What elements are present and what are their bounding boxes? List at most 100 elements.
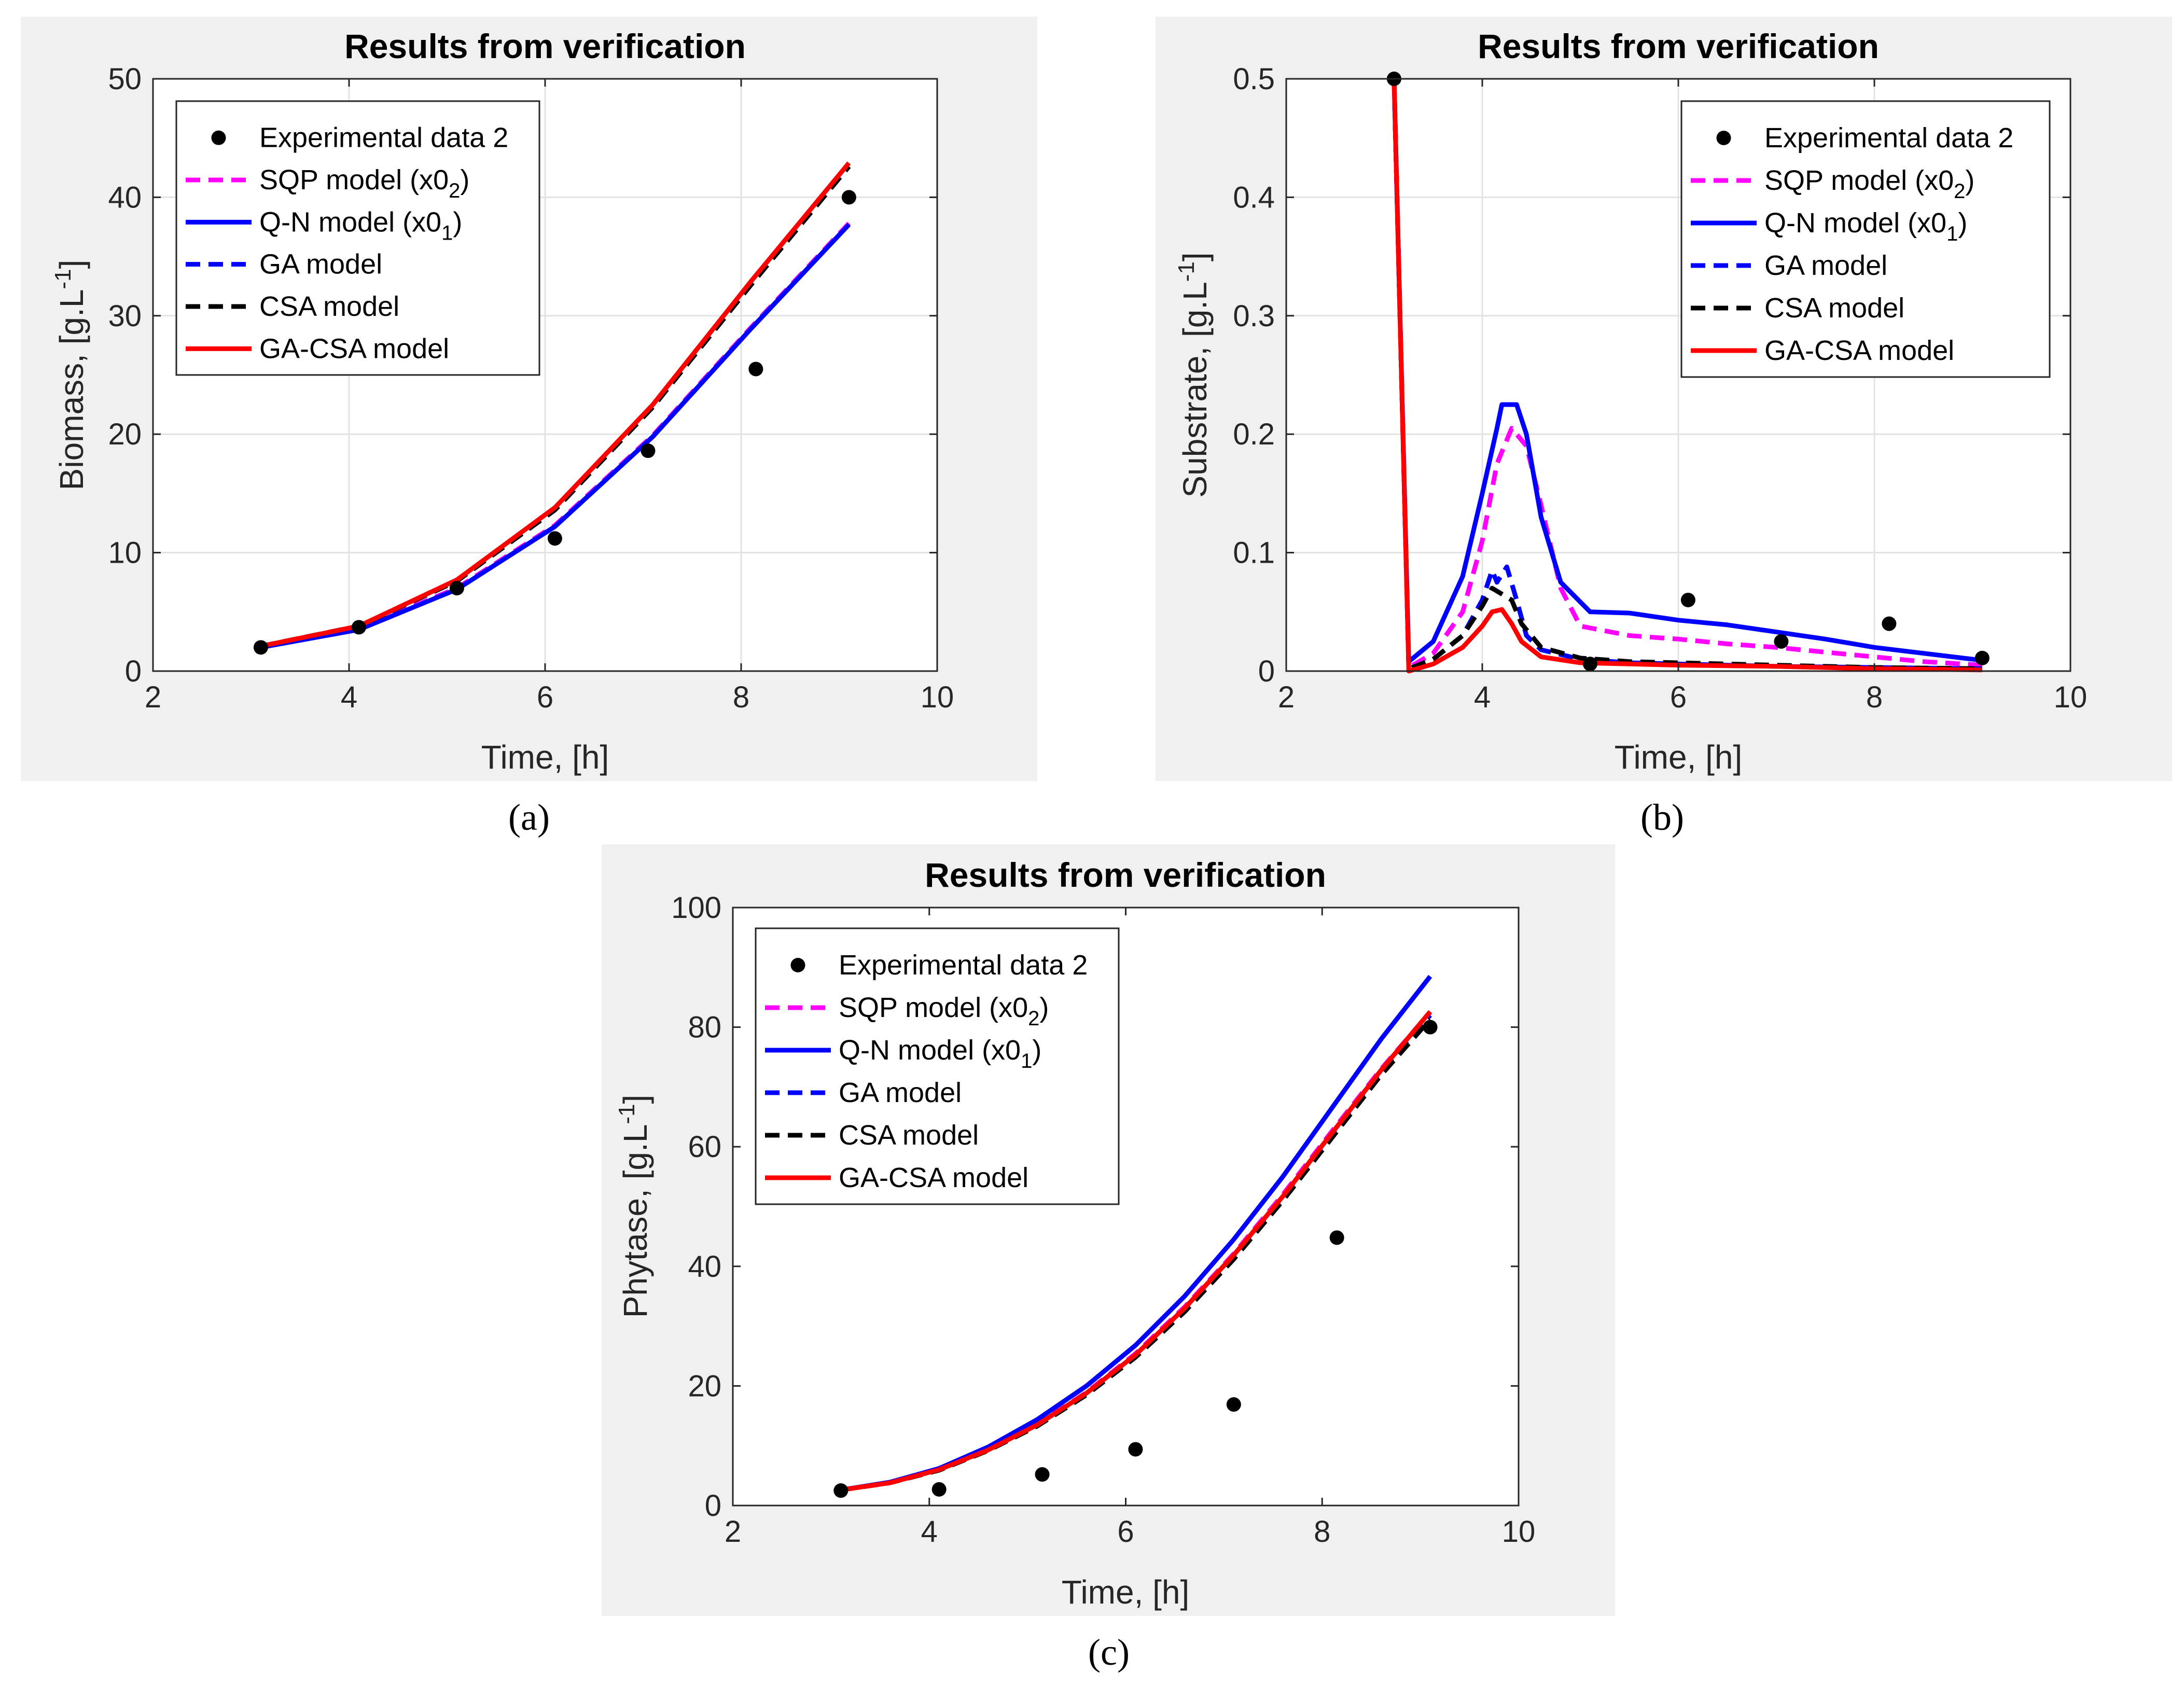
panel-c-y-tick-label: 20 (688, 1369, 721, 1403)
panel-a-data-point (748, 361, 763, 377)
panel-a-x-tick-label: 2 (145, 680, 161, 714)
panel-a-data-point (641, 443, 656, 458)
panel-a-legend-label: GA-CSA model (259, 333, 449, 364)
panel-c-legend-label: CSA model (839, 1120, 979, 1151)
panel-b-legend-label: GA model (1764, 250, 1887, 281)
panel-b-y-tick-label: 0 (1258, 654, 1275, 688)
panel-c-data-point (931, 1482, 947, 1497)
panel-c-data-point (1423, 1020, 1438, 1035)
panel-c-y-tick-label: 60 (688, 1130, 721, 1164)
panel-b-data-point (1582, 657, 1597, 672)
panel-b-y-axis-label-close: ] (1176, 252, 1214, 261)
panel-a-legend-label: GA model (259, 249, 382, 280)
panel-c-data-point (1329, 1230, 1344, 1245)
panel-b-y-tick-label: 0.3 (1233, 299, 1275, 333)
panel-a-y-axis-label: Biomass, [g.L-1] (50, 260, 90, 491)
panel-a-caption: (a) (508, 797, 550, 838)
panel-c-y-tick-label: 40 (688, 1250, 721, 1284)
panel-b-series (1386, 72, 1990, 674)
panel-a-y-tick-label: 30 (108, 299, 142, 333)
panel-c-y-tick-label: 100 (671, 891, 721, 925)
panel-b-title: Results from verification (1478, 27, 1879, 65)
panel-b-legend-label: SQP model (x02) (1764, 165, 1974, 203)
panel-a-legend-marker (211, 130, 226, 145)
panel-c-y-axis-label-close: ] (617, 1095, 654, 1104)
panel-b-data-point (1974, 650, 1990, 665)
panel-c-legend-label: GA-CSA model (839, 1162, 1028, 1193)
panel-a-y-tick-label: 10 (108, 536, 142, 570)
panel-c-legend-marker (790, 958, 805, 972)
panel-a-legend-label: Experimental data 2 (259, 122, 508, 154)
panel-b-x-tick-label: 8 (1866, 680, 1883, 714)
panel-c-data-point (833, 1483, 848, 1498)
panel-a-y-tick-label: 20 (108, 417, 142, 451)
panel-c-y-axis-label: Phytase, [g.L-1] (614, 1095, 654, 1318)
panel-a-y-axis-label-text: Biomass, [g.L (53, 289, 90, 491)
panel-c-legend-box (755, 927, 1120, 1205)
panel-a-data-point (253, 640, 268, 655)
panel-a-legend-label: SQP model (x02) (259, 164, 469, 202)
panel-b-data-point (1680, 592, 1695, 607)
panel-b-y-axis-label-text: Substrate, [g.L (1176, 282, 1214, 497)
panel-b-x-tick-label: 10 (2054, 680, 2088, 714)
panel-c-series-ga-csa-model (840, 1010, 1432, 1493)
panel-a-title: Results from verification (344, 27, 746, 65)
panel-c-data-point (1128, 1442, 1143, 1457)
panel-b-data-point (1882, 616, 1897, 631)
panel-b-legend-marker (1716, 131, 1731, 145)
panel-a-x-tick-label: 4 (341, 680, 357, 714)
panel-b-legend: Experimental data 2 SQP model (x02) Q-N mo… (1680, 100, 2051, 378)
panel-b-x-axis-label: Time, [h] (1615, 739, 1743, 776)
panel-c-series (833, 974, 1438, 1498)
panel-b-data-point (1774, 634, 1789, 649)
panel-b-series-sqp-model-x0-2- (1392, 78, 1983, 670)
panel-a-x-axis-label: Time, [h] (481, 739, 609, 776)
panel-b-y-tick-label: 0.5 (1233, 62, 1275, 96)
panel-a-grid (153, 79, 937, 671)
panel-a-series (253, 161, 856, 655)
panel-c-caption: (c) (1088, 1632, 1130, 1673)
panel-a-legend: Experimental data 2 SQP model (x02) Q-N mo… (175, 100, 540, 376)
panel-c-legend-label: GA model (839, 1077, 962, 1108)
panel-c-data-point (1035, 1467, 1050, 1482)
panel-b-y-tick-label: 0.2 (1233, 417, 1275, 451)
panel-a-ticks: 2 4 6 8 10 0 10 20 30 40 50 (108, 62, 954, 714)
panel-b-x-tick-label: 4 (1474, 680, 1491, 714)
panel-b-legend-label: Q-N model (x01) (1764, 207, 1967, 245)
panel-c-x-axis-label: Time, [h] (1062, 1573, 1190, 1611)
panel-a-data-point (841, 190, 856, 205)
panel-b-y-axis-label-exponent: -1 (1174, 261, 1199, 282)
panel-a-legend-label: CSA model (259, 291, 399, 322)
panel-b-y-tick-label: 0.4 (1233, 180, 1275, 214)
panel-c-x-tick-label: 4 (921, 1515, 938, 1549)
panel-a-data-point (547, 531, 562, 546)
panel-b-legend-label: Experimental data 2 (1764, 122, 2013, 154)
panel-c-y-axis-label-exponent: -1 (614, 1104, 639, 1124)
panel-a-legend-label: Q-N model (x01) (259, 206, 462, 244)
panel-b-legend-box (1680, 100, 2051, 378)
panel-c-legend: Experimental data 2 SQP model (x02) Q-N mo… (755, 927, 1120, 1205)
panel-a-data-point (351, 620, 366, 635)
panel-a-x-tick-label: 8 (733, 680, 749, 714)
panel-c-x-tick-label: 2 (725, 1515, 741, 1549)
panel-b-legend-label: CSA model (1764, 292, 1904, 324)
panel-b-series-q-n-model-x0-1- (1392, 78, 1983, 664)
panel-a: 2 4 6 8 10 0 10 20 30 40 50 Results from verificat… (21, 17, 1037, 781)
panel-b-legend-label: GA-CSA model (1764, 335, 1954, 366)
panel-c-x-tick-label: 8 (1314, 1515, 1330, 1549)
panel-a-y-axis-label-exponent: -1 (50, 269, 76, 289)
panel-a-y-tick-label: 0 (125, 654, 142, 688)
panel-a-legend-box (175, 100, 540, 376)
panel-c-data-point (1226, 1397, 1241, 1412)
panel-c-legend-label: Q-N model (x01) (839, 1035, 1041, 1072)
panel-c-y-tick-label: 0 (705, 1489, 721, 1523)
panel-a-y-tick-label: 50 (108, 62, 142, 96)
panel-c-legend-label: SQP model (x02) (839, 992, 1049, 1030)
panel-c-y-axis-label-text: Phytase, [g.L (617, 1124, 654, 1318)
panel-c-x-tick-label: 10 (1502, 1515, 1536, 1549)
panel-b-y-tick-label: 0.1 (1233, 536, 1275, 570)
panel-a-x-tick-label: 6 (537, 680, 553, 714)
